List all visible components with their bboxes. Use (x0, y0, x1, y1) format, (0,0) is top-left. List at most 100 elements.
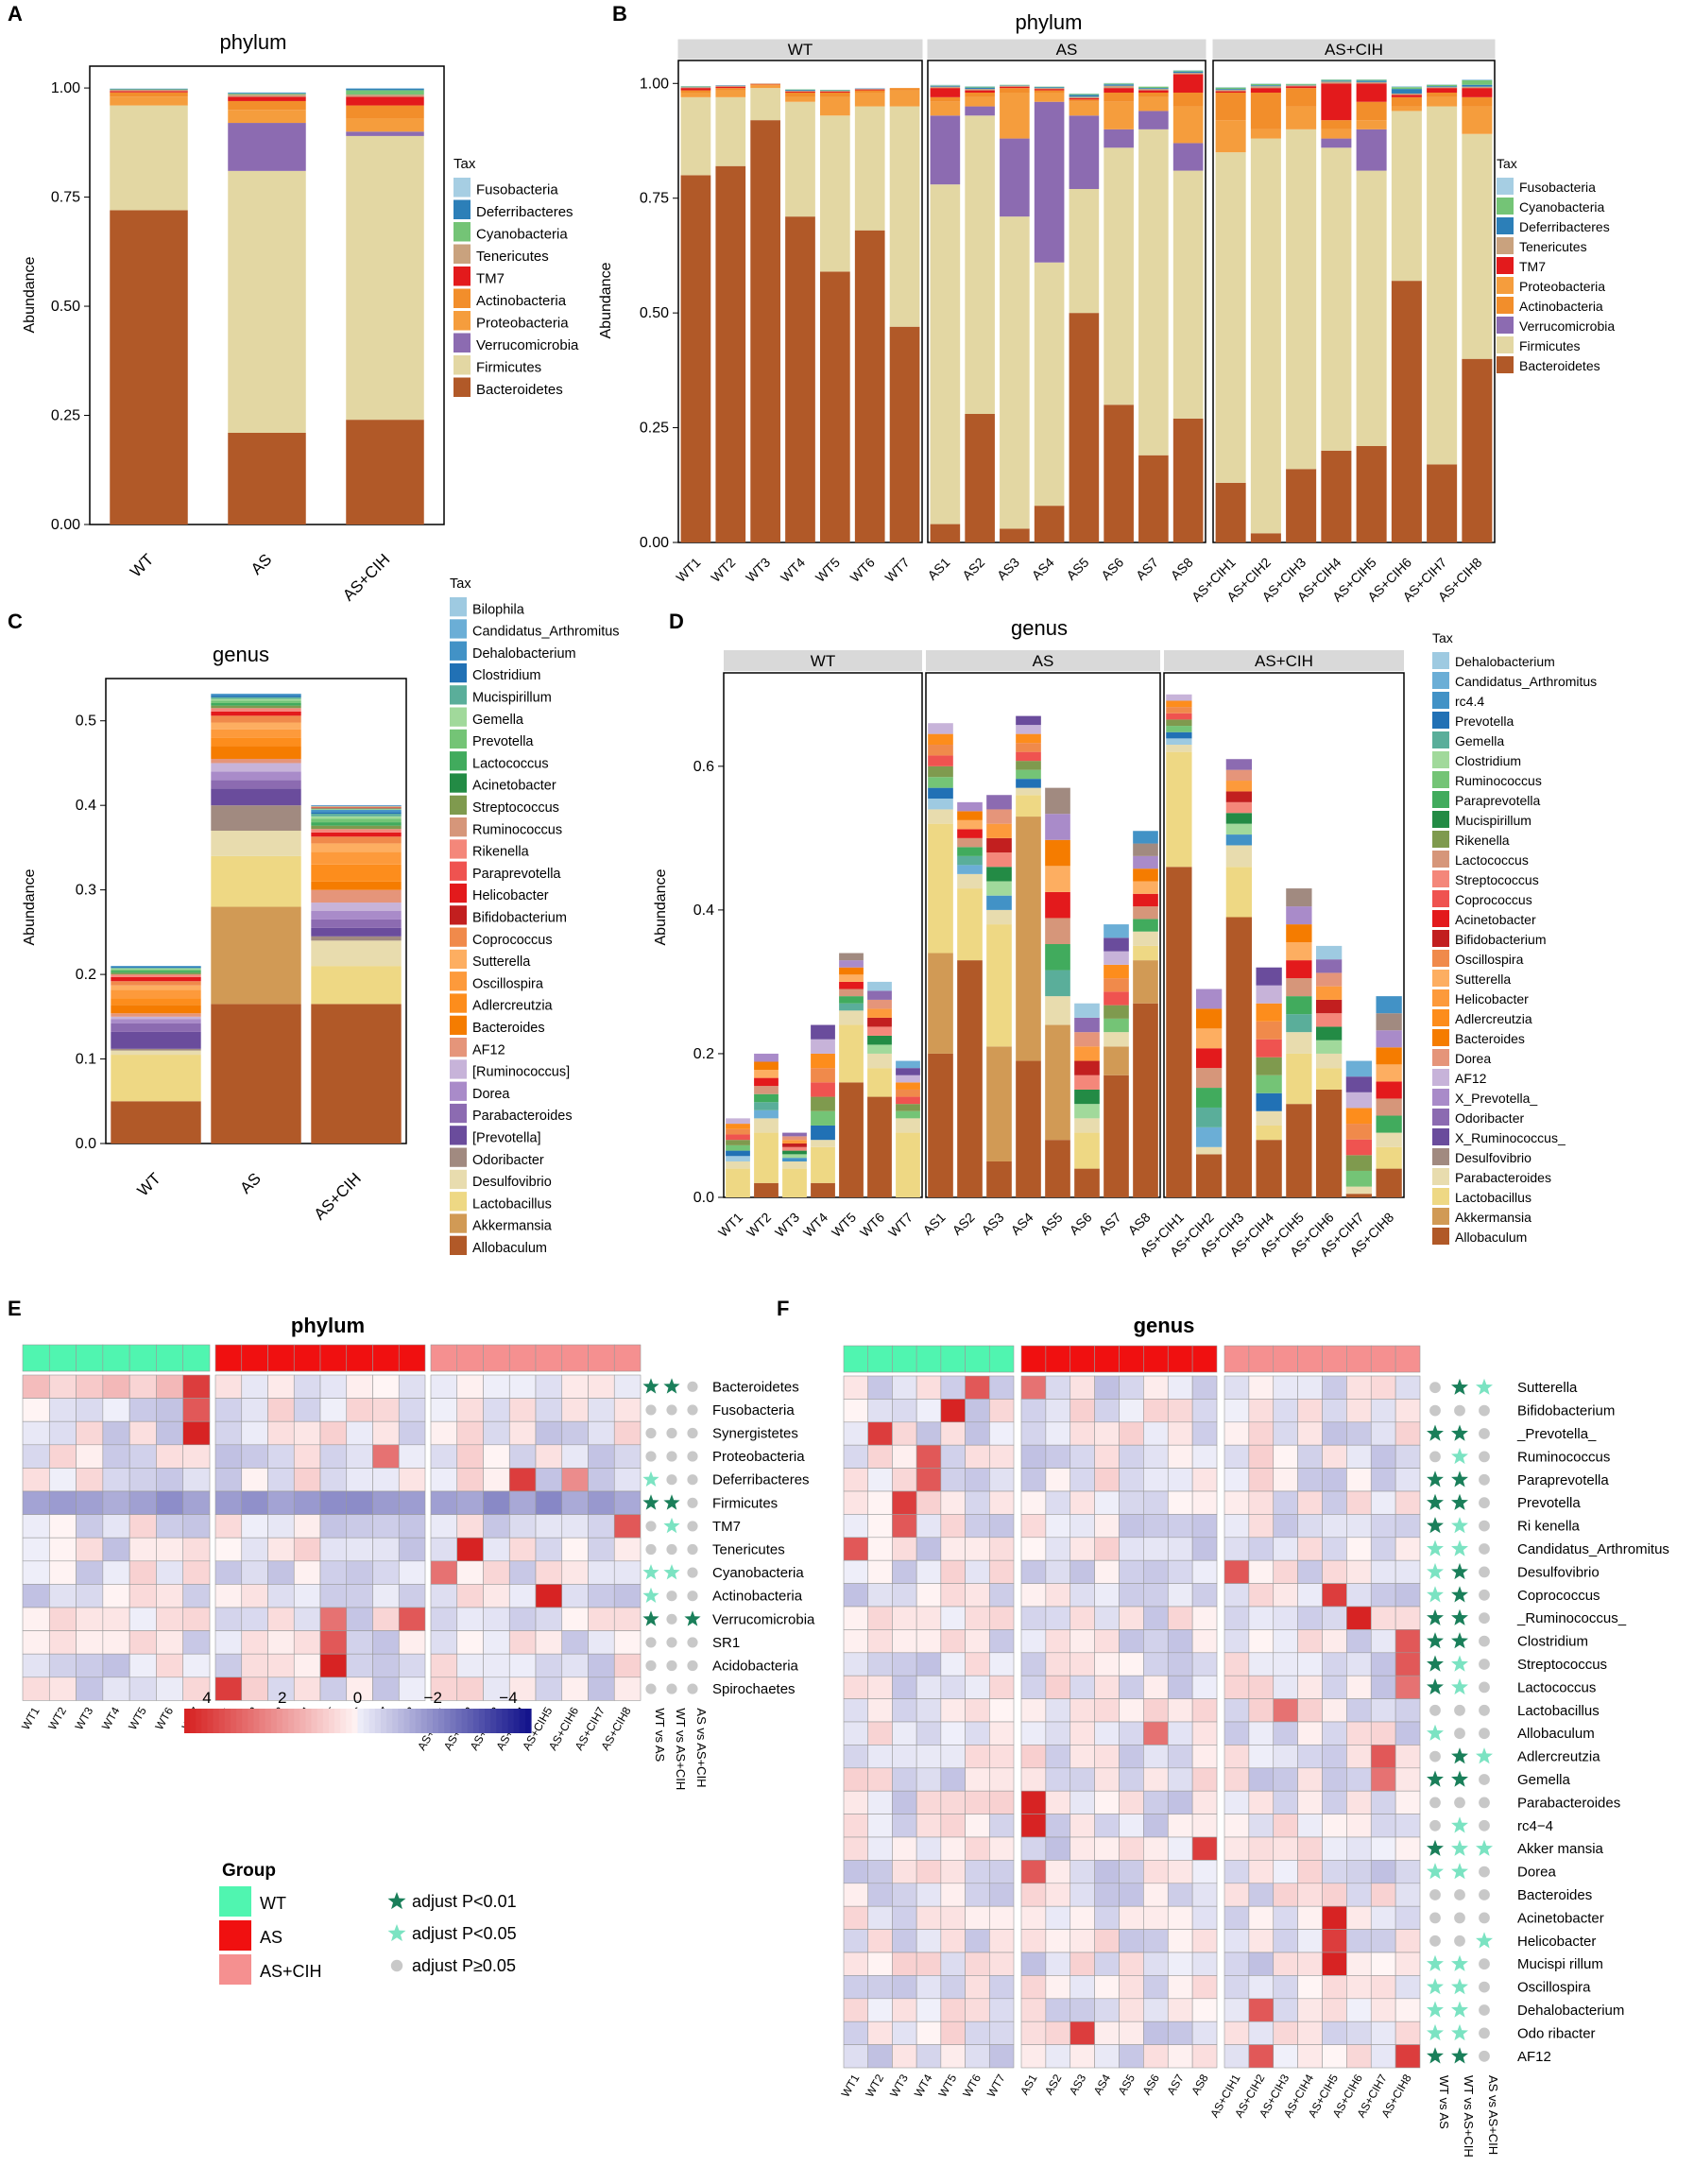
significance-star (1427, 2001, 1444, 2018)
heatmap-cell (1045, 1399, 1071, 1423)
significance-dot (1429, 1819, 1441, 1831)
heatmap-cell (1143, 1952, 1169, 1976)
heatmap-cell (1045, 1559, 1071, 1584)
legend-label: Proteobacteria (476, 316, 569, 332)
legend-label: Akkermansia (472, 1219, 553, 1234)
heatmap-cell (1223, 1490, 1250, 1515)
bar-segment (1427, 87, 1458, 89)
legend-label: rc4.4 (1455, 694, 1484, 709)
heatmap-cell (1297, 1952, 1323, 1976)
heatmap-cell (1069, 1952, 1095, 1976)
colorbar-tick-label: 4 (202, 1689, 211, 1707)
bar-segment (889, 106, 920, 327)
heatmap-cell (1273, 1790, 1298, 1814)
bar-segment (896, 1110, 920, 1119)
significance-star (1451, 2047, 1468, 2064)
heatmap-cell (1191, 1905, 1218, 1930)
colorbar-segment (386, 1709, 393, 1733)
legend-label: Prevotella (1455, 714, 1514, 729)
bar-segment (965, 414, 995, 542)
bar-segment (1321, 83, 1352, 121)
heatmap-cell (1322, 1444, 1347, 1469)
bar-segment (782, 1132, 807, 1137)
heatmap-cell (1370, 1767, 1396, 1792)
heatmap-cell (915, 1975, 942, 2000)
bar-segment (1133, 843, 1158, 856)
heatmap-cell (535, 1374, 563, 1399)
heatmap-cell (76, 1490, 104, 1515)
heatmap-cell (1094, 1745, 1120, 1769)
bar-segment (1215, 482, 1246, 542)
bar-segment (1376, 1115, 1402, 1133)
column-label: WT5 (126, 1705, 149, 1732)
bar-segment (311, 903, 402, 911)
heatmap-cell (965, 1745, 990, 1769)
y-tick-label: 0.0 (76, 1136, 96, 1152)
heatmap-cell (1248, 1537, 1275, 1561)
colorbar-segment (409, 1709, 417, 1733)
heatmap-cell (1020, 1468, 1047, 1492)
heatmap-cell (940, 1606, 966, 1630)
bar-segment (1104, 101, 1134, 129)
bar-segment (1074, 1118, 1100, 1133)
heatmap-cell (588, 1584, 615, 1608)
colorbar-segment (351, 1709, 359, 1733)
heatmap-cell (372, 1677, 400, 1701)
heatmap-cell (398, 1374, 426, 1399)
heatmap-cell (319, 1537, 348, 1562)
significance-star (1451, 1954, 1468, 1971)
heatmap-cell (867, 1745, 893, 1769)
chart-title: phylum (291, 1314, 365, 1337)
heatmap-cell (1167, 1468, 1193, 1492)
heatmap-cell (1020, 1998, 1047, 2022)
heatmap-cell (940, 1514, 966, 1539)
significance-star (1451, 1517, 1468, 1534)
legend-label: Candidatus_Arthromitus (1455, 674, 1597, 689)
bar-segment (896, 1089, 920, 1097)
heatmap-cell (915, 1721, 942, 1745)
x-tick-label: AS7 (1133, 555, 1161, 583)
significance-dot (687, 1659, 698, 1672)
heatmap-cell (398, 1444, 426, 1469)
heatmap-cell (156, 1398, 184, 1422)
heatmap-cell (1143, 1606, 1169, 1630)
bar-segment (211, 711, 301, 716)
heatmap-cell (76, 1444, 104, 1469)
row-label: Candidatus_Arthromitus (1517, 1541, 1669, 1557)
significance-star (387, 1892, 406, 1910)
colorbar-segment (265, 1709, 272, 1733)
legend-swatch (450, 773, 467, 793)
bar-segment (820, 91, 850, 93)
bar-segment (1172, 418, 1204, 542)
heatmap-cell (372, 1584, 400, 1608)
heatmap-cell (1370, 2044, 1396, 2069)
heatmap-cell (1045, 1606, 1071, 1630)
heatmap-cell (965, 1514, 990, 1539)
legend-swatch (1432, 851, 1449, 868)
heatmap-cell (965, 1836, 990, 1861)
heatmap-cell (1370, 1698, 1396, 1723)
heatmap-cell (535, 1677, 563, 1701)
heatmap-cell (1297, 1606, 1323, 1630)
significance-star (1451, 1816, 1468, 1833)
heatmap-cell (1094, 1883, 1120, 1907)
bar-segment (1045, 996, 1070, 1025)
heatmap-cell (319, 1607, 348, 1631)
x-tick-label: WT (134, 1169, 164, 1199)
heatmap-cell (1273, 1514, 1298, 1539)
comparison-label: AS vs AS+CIH (1486, 2075, 1500, 2155)
bar-segment (1166, 745, 1192, 752)
bar-segment (811, 1140, 835, 1147)
group-color-cell (293, 1344, 321, 1372)
significance-star (663, 1517, 680, 1534)
legend-swatch (1432, 1228, 1449, 1245)
heatmap-cell (965, 1675, 990, 1699)
heatmap-cell (940, 1629, 966, 1654)
bar-segment (111, 971, 201, 973)
heatmap-cell (1248, 1490, 1275, 1515)
heatmap-cell (1094, 1444, 1120, 1469)
heatmap-cell (561, 1607, 589, 1631)
bar-segment (1225, 813, 1253, 824)
